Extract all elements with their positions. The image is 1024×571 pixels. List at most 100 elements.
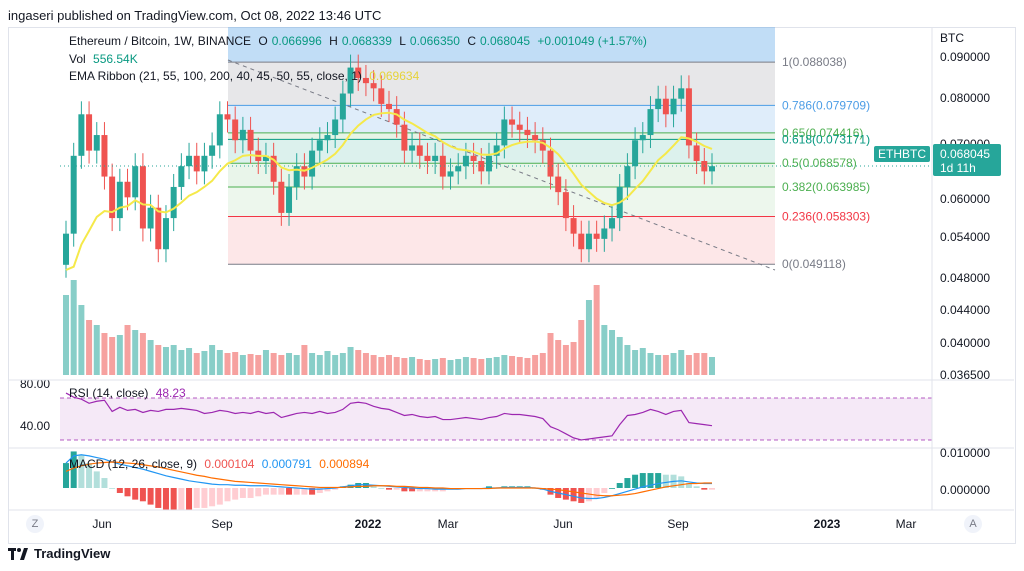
- macd-histogram-bar: [162, 488, 169, 510]
- macd-histogram-bar: [662, 474, 669, 488]
- volume-bar: [601, 325, 608, 375]
- candle-body: [647, 109, 654, 136]
- time-tick-label: Mar: [896, 517, 917, 531]
- candle-body: [578, 233, 585, 250]
- fib-level-label: 0.65(0.074416): [782, 126, 863, 140]
- volume-bar: [286, 353, 293, 375]
- candle-body: [286, 186, 293, 213]
- price-tick-label: 0.044000: [940, 303, 990, 317]
- volume-bar: [662, 355, 669, 375]
- fib-level-label: 0(0.049118): [782, 257, 846, 271]
- macd-histogram-bar: [601, 488, 608, 493]
- fib-level-label: 0.5(0.068578): [782, 156, 857, 170]
- volume-bar: [524, 358, 531, 375]
- candle-body: [662, 98, 669, 115]
- candle-body: [316, 140, 323, 151]
- macd-histogram-bar: [570, 488, 577, 502]
- low-value: 0.066350: [409, 34, 460, 48]
- macd-histogram-bar: [609, 488, 616, 489]
- volume-bar: [578, 320, 585, 375]
- time-tick-label: 2023: [814, 517, 841, 531]
- volume-bar: [501, 355, 508, 375]
- candle-body: [78, 114, 85, 156]
- volume-bar: [224, 353, 231, 375]
- candle-body: [462, 155, 469, 167]
- macd-histogram-bar: [147, 488, 154, 505]
- ema-value: 0.069634: [369, 69, 420, 83]
- candle-body: [270, 155, 277, 182]
- volume-label: Vol: [69, 52, 86, 66]
- macd-histogram-bar: [63, 463, 69, 488]
- ema-legend: EMA Ribbon (21, 55, 100, 200, 40, 45, 50…: [69, 69, 423, 83]
- macd-histogram-bar: [324, 488, 331, 492]
- zoom-reset-button[interactable]: Z: [26, 515, 44, 533]
- volume-bar: [709, 357, 715, 375]
- price-tick-label: 0.036500: [940, 368, 990, 382]
- candle-body: [293, 166, 300, 187]
- macd-histogram-bar: [109, 488, 116, 489]
- candle-body: [247, 129, 254, 151]
- price-tick-label: 0.090000: [940, 50, 990, 64]
- macd-histogram-bar: [216, 488, 223, 505]
- candle-body: [209, 145, 216, 156]
- candle-body: [109, 176, 116, 219]
- candle-body: [632, 140, 639, 167]
- volume-bar: [485, 358, 492, 375]
- volume-bar: [616, 337, 623, 375]
- volume-bar: [424, 360, 431, 375]
- macd-legend: MACD (12, 26, close, 9) 0.000104 0.00079…: [69, 457, 373, 471]
- macd-histogram-bar: [639, 473, 646, 488]
- candle-body: [378, 88, 385, 104]
- auto-scale-button[interactable]: A: [964, 515, 982, 533]
- candle-body: [470, 155, 477, 161]
- volume-bar: [693, 353, 700, 375]
- candle-body: [324, 135, 331, 141]
- volume-bar: [639, 348, 646, 375]
- volume-bar: [132, 330, 139, 375]
- candle-body: [685, 88, 692, 146]
- candle-body: [170, 186, 177, 219]
- volume-bar: [255, 355, 262, 375]
- candle-body: [547, 150, 554, 177]
- candle-body: [424, 155, 431, 161]
- volume-bar: [178, 350, 185, 375]
- fib-zone-top: [228, 27, 775, 63]
- fib-retracement: 1(0.088038) 0.786(0.079709) 0.65(0.074416)…: [228, 27, 870, 271]
- volume-bar: [647, 353, 654, 375]
- volume-bar: [570, 342, 577, 375]
- candle-body: [539, 140, 546, 151]
- volume-bar: [678, 350, 685, 375]
- candle-body: [478, 161, 485, 172]
- volume-bar: [124, 325, 131, 375]
- macd-histogram-bar: [193, 488, 200, 508]
- volume-bar: [516, 357, 523, 375]
- macd-histogram-bar: [355, 483, 362, 488]
- volume-bar: [101, 333, 108, 375]
- high-label: H: [329, 34, 338, 48]
- candle-body: [678, 88, 685, 99]
- volume-bar: [232, 352, 239, 375]
- macd-histogram-bar: [93, 471, 100, 488]
- ema-line: [65, 111, 713, 271]
- macd-histogram-bar: [70, 451, 77, 488]
- candle-body: [416, 145, 423, 156]
- candle-body: [262, 155, 269, 161]
- candle-body: [409, 145, 416, 151]
- rsi-pane: 80.00 40.00: [20, 377, 932, 441]
- volume-bar: [63, 295, 69, 375]
- macd-histogram-bar: [378, 488, 385, 489]
- volume-bar: [632, 350, 639, 375]
- brand-name: TradingView: [34, 546, 111, 561]
- volume-bar: [386, 355, 392, 375]
- volume-bar: [470, 358, 477, 375]
- macd-label: MACD (12, 26, close, 9): [69, 457, 198, 471]
- candle-body: [709, 166, 715, 172]
- candle-body: [178, 166, 185, 187]
- high-value: 0.068339: [341, 34, 392, 48]
- chart-frame: [8, 27, 1016, 544]
- macd-histogram-bar: [155, 488, 162, 508]
- candle-body: [555, 176, 562, 193]
- macd-histogram-bar: [262, 488, 269, 495]
- candle-body: [624, 166, 631, 187]
